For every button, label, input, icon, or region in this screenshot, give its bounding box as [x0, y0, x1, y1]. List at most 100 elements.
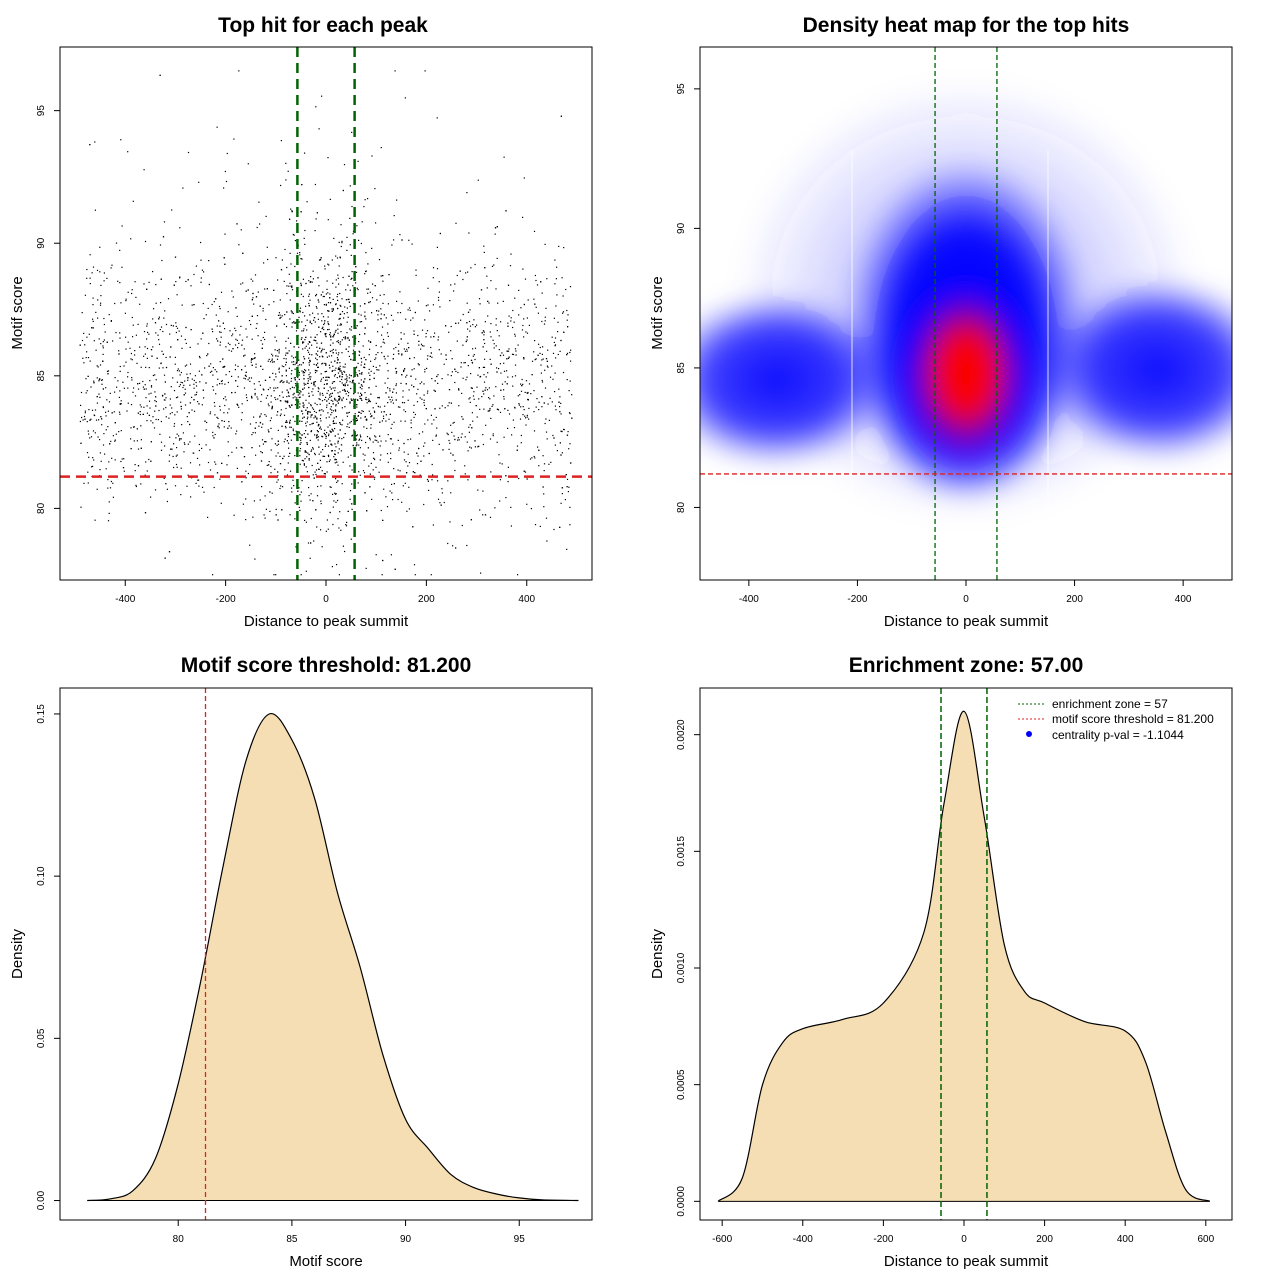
- scatter-point: [220, 291, 223, 293]
- scatter-point: [282, 381, 284, 384]
- scatter-point: [527, 299, 529, 301]
- scatter-point: [214, 405, 216, 407]
- scatter-point: [179, 276, 181, 278]
- scatter-point: [465, 340, 467, 343]
- scatter-point: [413, 564, 416, 566]
- scatter-point: [303, 328, 305, 330]
- scatter-point: [275, 574, 277, 576]
- scatter-point: [193, 410, 196, 412]
- scatter-point: [144, 353, 146, 355]
- scatter-point: [320, 351, 322, 353]
- scatter-point: [259, 415, 261, 417]
- scatter-point: [309, 321, 311, 324]
- scatter-point: [490, 323, 492, 325]
- scatter-point: [301, 258, 303, 260]
- scatter-point: [286, 400, 288, 402]
- scatter-point: [288, 382, 290, 384]
- scatter-point: [290, 373, 292, 375]
- scatter-point: [296, 397, 298, 399]
- scatter-point: [216, 416, 218, 418]
- scatter-point: [339, 368, 341, 370]
- scatter-point: [289, 470, 292, 472]
- scatter-point: [334, 387, 336, 389]
- scatter-point: [373, 372, 375, 374]
- scatter-point: [254, 558, 256, 560]
- scatter-point: [436, 117, 438, 119]
- scatter-point: [441, 405, 443, 407]
- scatter-point: [82, 357, 84, 359]
- scatter-point: [460, 362, 462, 364]
- scatter-point: [295, 362, 297, 364]
- scatter-point: [315, 218, 317, 220]
- scatter-point: [163, 399, 165, 401]
- scatter-point: [392, 402, 394, 404]
- scatter-point: [498, 335, 500, 337]
- scatter-point: [455, 222, 457, 224]
- scatter-point: [355, 435, 357, 437]
- scatter-point: [512, 326, 514, 329]
- scatter-point: [150, 441, 152, 443]
- scatter-point: [207, 461, 210, 464]
- scatter-point: [523, 177, 525, 179]
- scatter-point: [331, 450, 333, 452]
- scatter-point: [259, 416, 261, 418]
- scatter-point: [490, 471, 492, 473]
- scatter-point: [320, 503, 322, 505]
- scatter-point: [541, 381, 544, 383]
- scatter-point: [525, 424, 527, 426]
- scatter-point: [253, 303, 255, 305]
- scatter-point: [213, 486, 215, 489]
- chart-title: Density heat map for the top hits: [803, 14, 1130, 37]
- scatter-point: [277, 452, 279, 454]
- scatter-point: [247, 289, 249, 291]
- scatter-point: [398, 449, 400, 451]
- scatter-point: [381, 352, 383, 354]
- scatter-point: [96, 365, 98, 367]
- scatter-point: [339, 304, 341, 306]
- scatter-point: [287, 442, 290, 444]
- scatter-point: [327, 321, 329, 323]
- scatter-point: [364, 454, 366, 456]
- scatter-point: [323, 455, 326, 457]
- scatter-point: [482, 443, 484, 446]
- scatter-point: [413, 416, 415, 418]
- scatter-point: [516, 449, 518, 451]
- scatter-point: [446, 432, 448, 434]
- scatter-point: [170, 346, 172, 348]
- scatter-point: [300, 338, 302, 340]
- scatter-point: [184, 443, 186, 445]
- scatter-point: [302, 342, 304, 344]
- scatter-point: [485, 424, 487, 426]
- scatter-point: [102, 347, 104, 349]
- scatter-point: [286, 474, 289, 476]
- scatter-point: [511, 353, 514, 355]
- scatter-point: [426, 358, 429, 360]
- scatter-point: [450, 492, 452, 494]
- scatter-point: [474, 440, 476, 442]
- scatter-point: [382, 275, 384, 277]
- scatter-point: [324, 268, 326, 270]
- scatter-point: [391, 399, 394, 401]
- scatter-point: [174, 356, 176, 358]
- scatter-point: [358, 350, 360, 352]
- scatter-point: [452, 545, 454, 547]
- scatter-point: [86, 452, 89, 454]
- scatter-point: [364, 327, 366, 329]
- scatter-point: [298, 392, 300, 394]
- chart-title: Top hit for each peak: [218, 14, 428, 37]
- scatter-point: [299, 436, 301, 438]
- scatter-point: [285, 358, 287, 360]
- scatter-point: [292, 233, 294, 236]
- scatter-point: [313, 363, 315, 365]
- scatter-point: [299, 254, 301, 256]
- scatter-point: [345, 524, 347, 526]
- scatter-point: [108, 501, 110, 503]
- scatter-point: [330, 361, 332, 363]
- scatter-point: [246, 397, 248, 399]
- scatter-point: [229, 330, 231, 332]
- scatter-point: [372, 469, 374, 471]
- scatter-point: [241, 447, 243, 449]
- scatter-point: [466, 544, 468, 547]
- scatter-point: [266, 288, 268, 290]
- scatter-point: [335, 446, 337, 448]
